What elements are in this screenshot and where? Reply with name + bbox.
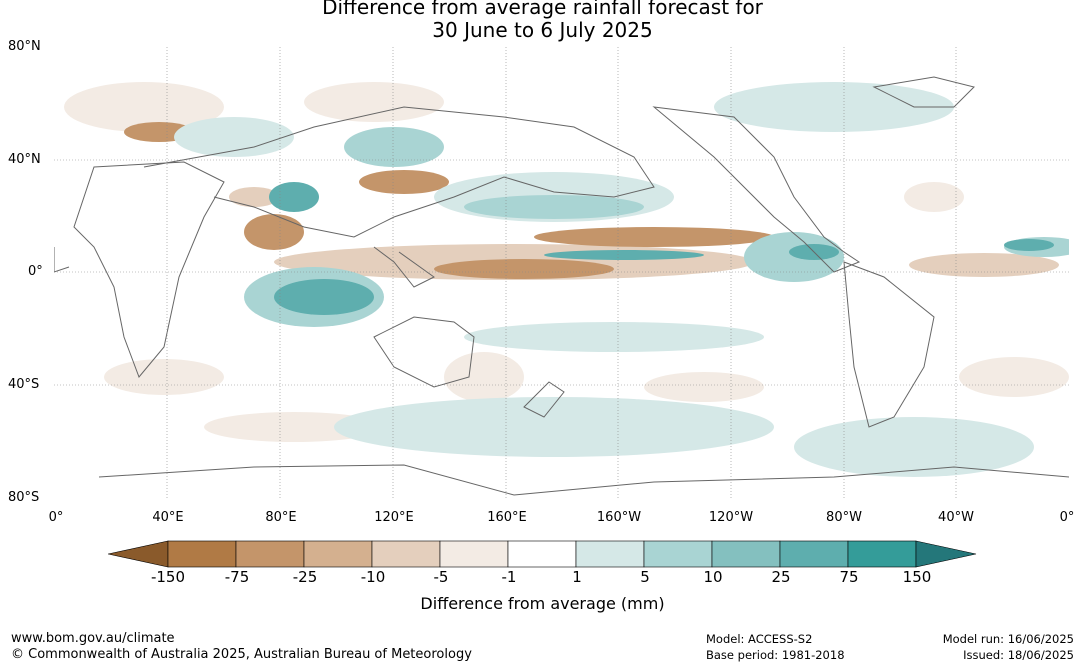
cb-tick-5: -5 [434,568,449,586]
lon-label-120e: 120°E [374,510,414,525]
colorbar-cell [236,541,304,567]
cb-tick-8: 5 [640,568,650,586]
rainfall-anomaly-map [54,47,1069,499]
lon-label-120w: 120°W [709,510,753,525]
colorbar-cell [576,541,644,567]
colorbar-cell [168,541,236,567]
lon-label-0-east: 0° [1060,510,1075,525]
lat-label-40n: 40°N [8,152,41,167]
footer-url[interactable]: www.bom.gov.au/climate [11,631,175,647]
colorbar-extend-low [108,541,168,567]
colorbar-cell [644,541,712,567]
lon-label-80e: 80°E [265,510,296,525]
title-line-1: Difference from average rainfall forecas… [0,0,1085,19]
map-title: Difference from average rainfall forecas… [0,0,1085,42]
cb-tick-9: 10 [703,568,722,586]
map-svg [54,47,1069,499]
lon-label-160e: 160°E [487,510,527,525]
colorbar-cell [304,541,372,567]
title-line-2: 30 June to 6 July 2025 [0,19,1085,42]
colorbar-cell [712,541,780,567]
cb-tick-7: 1 [572,568,582,586]
colorbar-svg [108,539,978,569]
cb-tick-12: 150 [903,568,932,586]
lon-label-80w: 80°W [826,510,862,525]
cb-tick-2: -75 [225,568,250,586]
footer-issued: Issued: 18/06/2025 [963,647,1074,663]
footer-base-period: Base period: 1981-2018 [706,647,845,663]
colorbar-cell [508,541,576,567]
lon-label-40e: 40°E [152,510,183,525]
cb-tick-11: 75 [839,568,858,586]
colorbar-label: Difference from average (mm) [0,594,1085,613]
lon-label-160w: 160°W [597,510,641,525]
colorbar-cell [372,541,440,567]
lat-label-40s: 40°S [8,377,39,392]
colorbar-extend-high [916,541,976,567]
lon-label-0: 0° [49,510,64,525]
cb-tick-6: -1 [502,568,517,586]
footer-model: Model: ACCESS-S2 [706,631,812,647]
lat-label-80s: 80°S [8,490,39,505]
footer-model-run: Model run: 16/06/2025 [943,631,1074,647]
cb-tick-3: -25 [293,568,318,586]
colorbar-cell [848,541,916,567]
cb-tick-4: -10 [361,568,386,586]
footer-copyright: © Commonwealth of Australia 2025, Austra… [11,647,472,663]
lat-label-eq: 0° [28,264,43,279]
lat-label-80n: 80°N [8,39,41,54]
lon-label-40w: 40°W [938,510,974,525]
cb-tick-10: 25 [771,568,790,586]
colorbar-cell [780,541,848,567]
colorbar-cell [440,541,508,567]
cb-tick-1: -150 [151,568,185,586]
